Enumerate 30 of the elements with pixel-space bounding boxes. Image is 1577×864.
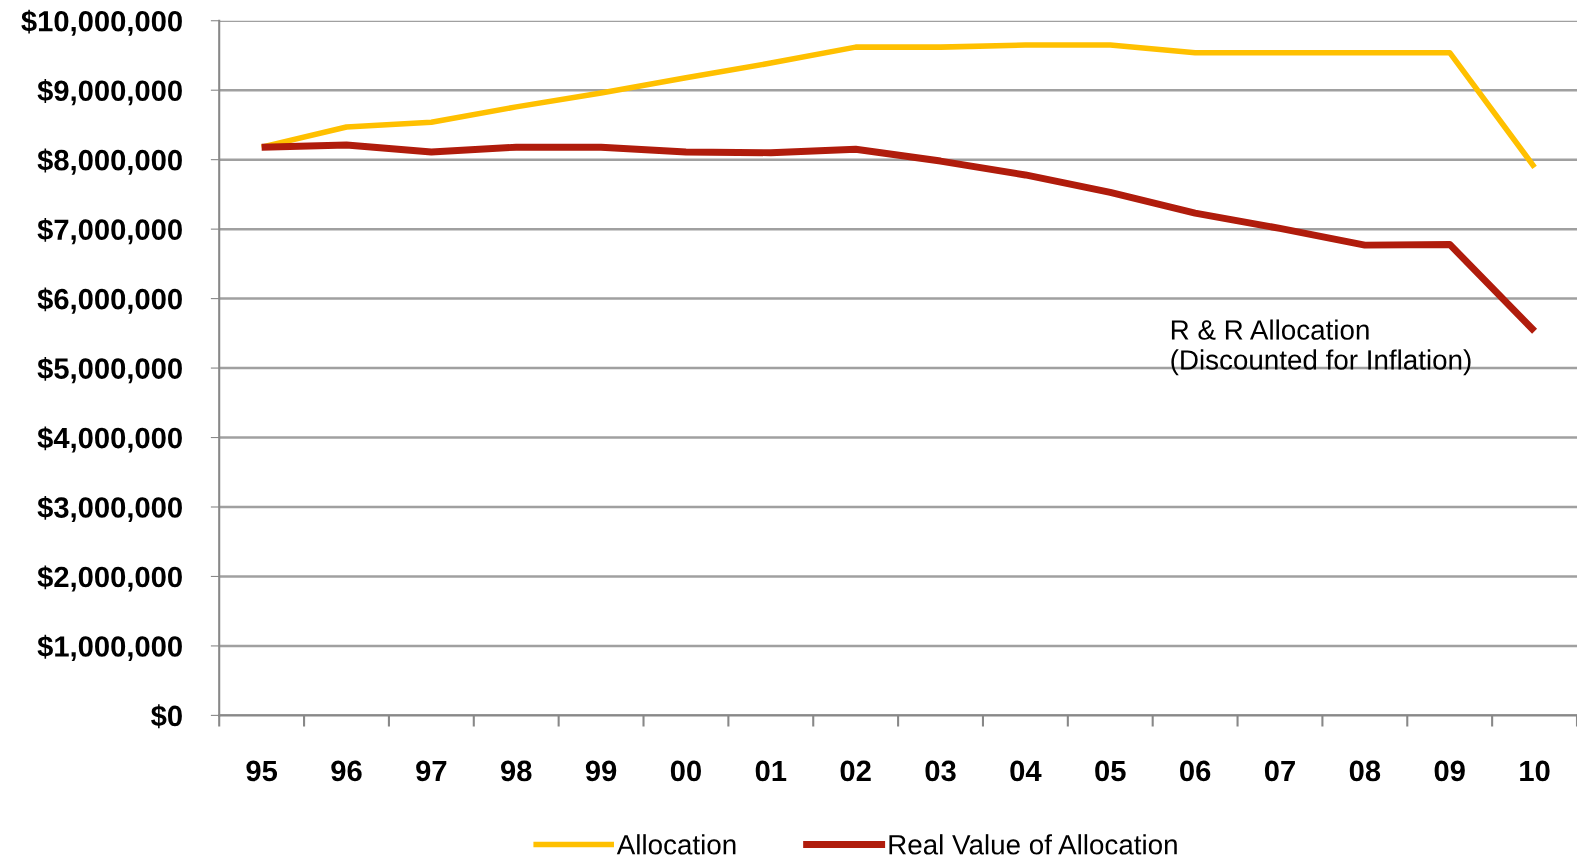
y-tick-label: $3,000,000 — [37, 495, 182, 523]
x-tick-label: 99 — [585, 760, 617, 782]
x-tick-label: 04 — [1010, 760, 1042, 782]
y-tick-label: $8,000,000 — [37, 148, 182, 175]
x-tick-label: 10 — [1520, 760, 1550, 782]
y-tick-label: $5,000,000 — [37, 356, 182, 384]
y-tick-label: $10,000,000 — [21, 9, 182, 36]
legend-label: Real Value of Allocation — [889, 834, 1177, 855]
y-tick-label: $9,000,000 — [37, 79, 182, 106]
x-tick-label: 07 — [1264, 760, 1295, 782]
y-tick-label: $4,000,000 — [37, 426, 182, 453]
x-tick-label: 09 — [1434, 760, 1465, 782]
x-tick-label: 95 — [246, 760, 278, 782]
x-tick-label: 98 — [501, 760, 532, 782]
x-tick-label: 08 — [1349, 760, 1381, 782]
x-tick-label: 01 — [755, 760, 787, 782]
x-tick-label: 00 — [670, 760, 701, 782]
x-tick-label: 97 — [416, 760, 447, 782]
y-tick-label: $7,000,000 — [37, 218, 182, 245]
x-tick-label: 03 — [925, 760, 956, 782]
x-tick-label: 02 — [840, 760, 871, 782]
x-tick-label: 05 — [1095, 760, 1126, 782]
y-tick-label: $0 — [151, 704, 182, 729]
legend-label: Allocation — [616, 834, 736, 855]
x-tick-label: 06 — [1180, 760, 1211, 782]
y-tick-label: $1,000,000 — [37, 634, 182, 662]
annotation: R & R Allocation (Discounted for Inflation) — [1171, 319, 1471, 376]
y-tick-label: $2,000,000 — [37, 565, 182, 592]
x-tick-label: 96 — [331, 760, 362, 782]
y-tick-label: $6,000,000 — [37, 287, 182, 314]
